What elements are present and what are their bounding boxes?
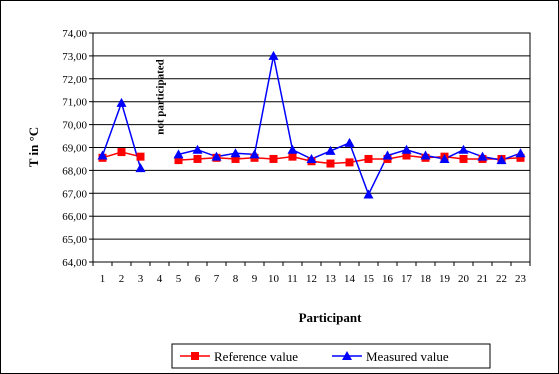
x-tick-label: 10 bbox=[268, 273, 280, 285]
measured-point bbox=[496, 155, 507, 165]
reference-point bbox=[345, 158, 354, 167]
legend-box bbox=[171, 343, 491, 369]
legend-marker-measured bbox=[342, 351, 352, 360]
measured-point bbox=[515, 148, 526, 158]
not-participated-annotation: not participated bbox=[155, 59, 167, 134]
x-tick-label: 14 bbox=[344, 273, 356, 285]
measured-point bbox=[97, 150, 108, 160]
reference-point bbox=[174, 156, 183, 165]
reference-point bbox=[516, 153, 525, 162]
measured-point bbox=[477, 151, 488, 161]
x-tick-label: 21 bbox=[477, 273, 488, 285]
measured-point bbox=[401, 144, 412, 154]
reference-point bbox=[193, 154, 202, 163]
measured-point bbox=[420, 150, 431, 160]
x-tick-label: 22 bbox=[496, 273, 507, 285]
x-tick-label: 4 bbox=[157, 273, 163, 285]
y-tick-label: 67,00 bbox=[62, 188, 87, 200]
reference-point bbox=[326, 159, 335, 168]
x-tick-label: 12 bbox=[306, 273, 317, 285]
y-axis-title: T in °C bbox=[26, 127, 41, 167]
reference-point bbox=[364, 154, 373, 163]
reference-point bbox=[117, 148, 126, 157]
measured-point bbox=[230, 148, 241, 158]
reference-point bbox=[231, 154, 240, 163]
measured-point bbox=[363, 189, 374, 199]
y-tick-label: 69,00 bbox=[62, 143, 87, 155]
x-tick-label: 20 bbox=[458, 273, 470, 285]
x-tick-label: 1 bbox=[100, 273, 106, 285]
measured-point bbox=[116, 97, 127, 107]
x-tick-label: 19 bbox=[439, 273, 451, 285]
reference-point bbox=[459, 154, 468, 163]
y-tick-label: 73,00 bbox=[62, 51, 87, 63]
x-tick-label: 18 bbox=[420, 273, 432, 285]
x-tick-label: 3 bbox=[138, 273, 144, 285]
x-tick-label: 5 bbox=[176, 273, 182, 285]
reference-point bbox=[288, 152, 297, 161]
reference-point bbox=[269, 154, 278, 163]
y-tick-label: 64,00 bbox=[62, 257, 87, 269]
reference-point bbox=[402, 151, 411, 160]
x-tick-label: 23 bbox=[515, 273, 527, 285]
x-tick-label: 8 bbox=[233, 273, 239, 285]
x-tick-label: 16 bbox=[382, 273, 394, 285]
measured-point bbox=[306, 153, 317, 163]
x-tick-label: 6 bbox=[195, 273, 201, 285]
x-tick-label: 9 bbox=[252, 273, 258, 285]
legend-label-reference: Reference value bbox=[214, 349, 298, 364]
measured-point bbox=[382, 150, 393, 160]
x-tick-label: 15 bbox=[363, 273, 375, 285]
y-tick-label: 71,00 bbox=[62, 97, 87, 109]
measured-point bbox=[211, 151, 222, 161]
y-axis-ticks: 64,00 65,00 66,00 67,00 68,00 69,00 70,00 71,00… bbox=[62, 28, 93, 269]
measured-point bbox=[135, 163, 146, 173]
x-axis-title: Participant bbox=[299, 310, 362, 325]
legend-marker-reference bbox=[191, 352, 199, 360]
y-tick-label: 74,00 bbox=[62, 28, 87, 40]
legend: Reference value Measured value bbox=[171, 343, 491, 369]
x-tick-label: 7 bbox=[214, 273, 220, 285]
y-tick-label: 68,00 bbox=[62, 165, 87, 177]
y-tick-label: 72,00 bbox=[62, 74, 87, 86]
x-tick-label: 13 bbox=[325, 273, 337, 285]
y-tick-label: 70,00 bbox=[62, 120, 87, 132]
measured-point bbox=[325, 145, 336, 155]
grid-lines bbox=[93, 55, 530, 240]
measured-point bbox=[173, 149, 184, 159]
reference-point bbox=[136, 152, 145, 161]
x-tick-label: 11 bbox=[287, 273, 298, 285]
measured-point bbox=[439, 153, 450, 163]
y-tick-label: 66,00 bbox=[62, 211, 87, 223]
legend-label-measured: Measured value bbox=[366, 349, 449, 364]
measured-point bbox=[249, 149, 260, 159]
measured-point bbox=[344, 137, 355, 147]
measured-point bbox=[458, 144, 469, 154]
measured-point bbox=[287, 144, 298, 154]
series-markers bbox=[97, 50, 526, 199]
x-tick-label: 2 bbox=[119, 273, 125, 285]
x-axis-ticks: 1 2 3 4 5 6 7 8 9 10 11 12 13 14 15 16 17 18 19 20 21 22 23 bbox=[92, 262, 531, 285]
measured-point bbox=[192, 144, 203, 154]
y-tick-label: 65,00 bbox=[62, 234, 87, 246]
measured-point bbox=[268, 50, 279, 60]
x-tick-label: 17 bbox=[401, 273, 413, 285]
